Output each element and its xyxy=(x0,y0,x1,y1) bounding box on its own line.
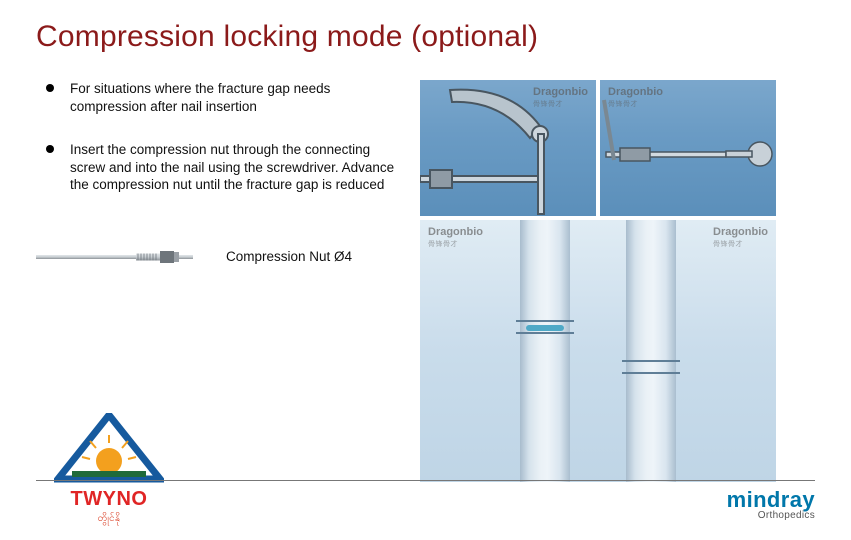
slide-footer: mindray Orthopedics xyxy=(36,480,815,528)
procedure-photo-2: Dragonbio 骨锋骨才 xyxy=(600,80,776,216)
slide-title: Compression locking mode (optional) xyxy=(36,20,815,54)
compression-nut-icon xyxy=(36,248,196,266)
mindray-logo: mindray Orthopedics xyxy=(727,489,815,521)
bullet-item: Insert the compression nut through the c… xyxy=(36,141,396,194)
slide: Compression locking mode (optional) For … xyxy=(0,0,851,540)
watermark: Dragonbio 骨锋骨才 xyxy=(713,226,768,249)
watermark: Dragonbio 骨锋骨才 xyxy=(533,86,588,109)
top-image-row: Dragonbio 骨锋骨才 xyxy=(420,80,815,216)
compression-nut-row: Compression Nut Ø4 xyxy=(36,248,396,266)
bullet-list: For situations where the fracture gap ne… xyxy=(36,80,396,194)
compression-nut-label: Compression Nut Ø4 xyxy=(226,249,352,264)
bullet-item: For situations where the fracture gap ne… xyxy=(36,80,396,115)
procedure-photo-1: Dragonbio 骨锋骨才 xyxy=(420,80,596,216)
bone-gap-icon xyxy=(626,220,676,482)
bone-compressed-icon xyxy=(520,220,570,482)
watermark: Dragonbio 骨锋骨才 xyxy=(428,226,483,249)
twyno-logo-icon xyxy=(54,413,164,485)
right-column: Dragonbio 骨锋骨才 xyxy=(420,80,815,482)
bone-comparison-photo: Dragonbio 骨锋骨才 Dragonbio 骨锋骨才 xyxy=(420,220,776,482)
mindray-logo-text: mindray xyxy=(727,489,815,511)
mindray-logo-subtitle: Orthopedics xyxy=(727,511,815,521)
watermark: Dragonbio 骨锋骨才 xyxy=(608,86,663,109)
